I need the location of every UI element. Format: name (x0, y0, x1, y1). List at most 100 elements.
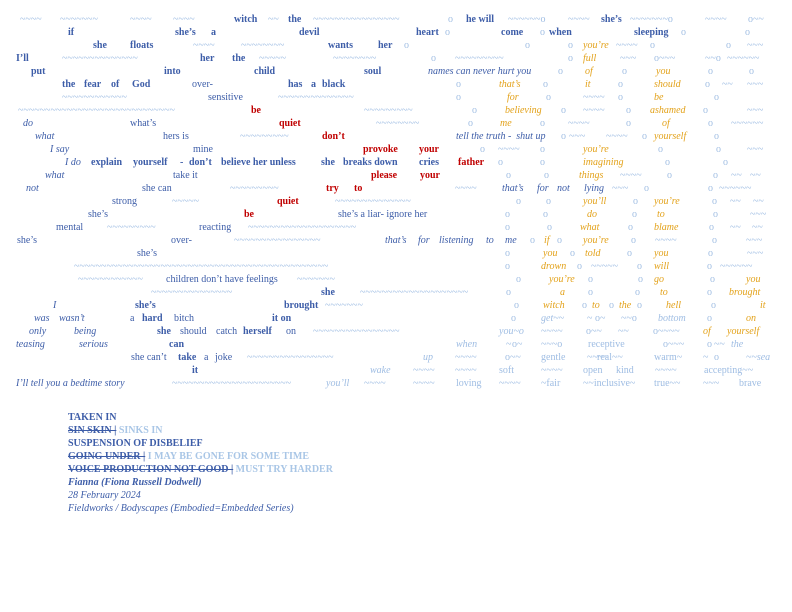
poem-fragment: provoke (363, 144, 398, 155)
poem-fragment: bottom (658, 313, 686, 324)
credit-line-sin-skin: SIN SKIN | SINKS IN (68, 424, 488, 437)
poem-fragment: told (585, 248, 601, 259)
poem-fragment: you’re (654, 196, 680, 207)
poem-fragment: o~ (512, 339, 523, 350)
poem-fragment: quiet (277, 196, 299, 207)
poem-fragment: a (204, 352, 209, 363)
credit-line-suspension: SUSPENSION OF DISBELIEF (68, 438, 203, 449)
poem-fragment: to (657, 209, 665, 220)
poem-fragment: God (132, 79, 151, 90)
poem-fragment: ~~~~ (455, 365, 477, 376)
poem-fragment: it (192, 365, 199, 376)
poem-fragment: be (244, 209, 254, 220)
poem-fragment: o (712, 235, 717, 246)
poem-fragment: she (321, 157, 335, 168)
poem-fragment: I say (50, 144, 70, 155)
poem-fragment: ~~~~ (568, 14, 590, 25)
poem-fragment: o (707, 313, 712, 324)
poem-fragment: o~ (595, 313, 606, 324)
poem-fragment: ~~~~~~~~~~~~~~~~ (234, 235, 321, 246)
poem-fragment: ~~~~ (20, 14, 42, 25)
poem-fragment: what (35, 131, 55, 142)
poem-fragment: explain (91, 157, 123, 168)
poem-fragment: cries (419, 157, 439, 168)
poem-fragment: o (543, 209, 548, 220)
poem-fragment: o (498, 157, 503, 168)
poem-fragment: sleeping (634, 27, 669, 38)
poem-fragment: ~~~~ (498, 144, 520, 155)
poem-fragment: o~~~ (654, 53, 676, 64)
poem-fragment: ~~ (753, 196, 764, 207)
poem-fragment: o (709, 222, 714, 233)
poem-fragment: she (321, 287, 335, 298)
poem-fragment: o (557, 235, 562, 246)
poem-fragment: her (378, 40, 393, 51)
poem-fragment: ~~~~ (413, 378, 435, 389)
poem-fragment: o (714, 352, 719, 363)
poem-fragment: ~~~ (747, 79, 764, 90)
poem-fragment: ~~~~~~~~~~~~~~ (335, 196, 411, 207)
poem-fragment: brave (739, 378, 762, 389)
poem-fragment: o (644, 183, 649, 194)
poem-fragment: when (549, 27, 572, 38)
poem-fragment: of (111, 79, 120, 90)
poem-fragment: go (654, 274, 664, 285)
poem-fragment: her (200, 53, 215, 64)
poem-fragment: listening (439, 235, 474, 246)
poem-fragment: child (254, 66, 276, 77)
poem-fragment: o (505, 248, 510, 259)
poem-fragment: o (628, 222, 633, 233)
poem-fragment: your (420, 170, 440, 181)
poem-fragment: what (45, 170, 65, 181)
poem-fragment: o (506, 170, 511, 181)
poem-fragment: you (746, 274, 761, 285)
poem-fragment: ~~~~ (705, 14, 727, 25)
struck-text: VOICE PRODUCTION NOT GOOD | (68, 464, 234, 475)
poem-fragment: o (456, 79, 461, 90)
poem-fragment: for (537, 183, 549, 194)
poem-fragment: if (68, 27, 75, 38)
poem-fragment: don’t (189, 157, 212, 168)
series-text: Fieldworks / Bodyscapes (Embodied=Embedd… (68, 503, 294, 514)
poem-fragment: o (707, 339, 712, 350)
poem-fragment: ~~~~~~~~~~~~ (78, 274, 143, 285)
poem-fragment: ~~~~ (455, 352, 477, 363)
poem-fragment: that’s (385, 235, 407, 246)
poem-fragment: herself (243, 326, 272, 337)
poem-fragment: ~~~~~~~~ (241, 40, 285, 51)
poem-fragment: children don’t have feelings (166, 274, 278, 285)
poem-fragment: o (568, 40, 573, 51)
poem-fragment: ~~~~ (568, 118, 590, 129)
poem-fragment: being (74, 326, 97, 337)
poem-fragment: o~~~ (663, 339, 685, 350)
poem-fragment: ~~~ (746, 235, 763, 246)
poem-fragment: on (286, 326, 296, 337)
poem-fragment: o (622, 66, 627, 77)
poem-fragment: up (423, 352, 433, 363)
poem-fragment: ~~ (750, 170, 761, 181)
poem-fragment: o (637, 261, 642, 272)
poem-fragment: believing (505, 105, 542, 116)
poem-fragment: ~~ (714, 339, 725, 350)
poem-fragment: ~~~~~~~~~~~~~~ (62, 53, 138, 64)
poem-fragment: bitch (174, 313, 194, 324)
poem-fragment: on (746, 313, 756, 324)
poem-fragment: ~~~~~ (591, 261, 619, 272)
poem-fragment: it (760, 300, 766, 311)
poem-fragment: o (708, 118, 713, 129)
poem-fragment: o (561, 131, 566, 142)
poem-fragment: ashamed (650, 105, 686, 116)
poem-fragment: catch (216, 326, 238, 337)
poem-fragment: gentle (541, 352, 566, 363)
poem-fragment: ~~~~~ (172, 196, 200, 207)
poem-fragment: ~~~ (747, 248, 764, 259)
poem-fragment: ~~~~ (583, 105, 605, 116)
poem-fragment: ~~~~~~~~~ (364, 105, 413, 116)
poem-fragment: ~ (506, 339, 512, 350)
poem-fragment: the (62, 79, 76, 90)
poem-fragment: o (546, 92, 551, 103)
poem-fragment: ~~~~ (606, 131, 628, 142)
poem-fragment: o (705, 79, 710, 90)
poem-fragment: yourself (133, 157, 168, 168)
poem-fragment: o (708, 248, 713, 259)
